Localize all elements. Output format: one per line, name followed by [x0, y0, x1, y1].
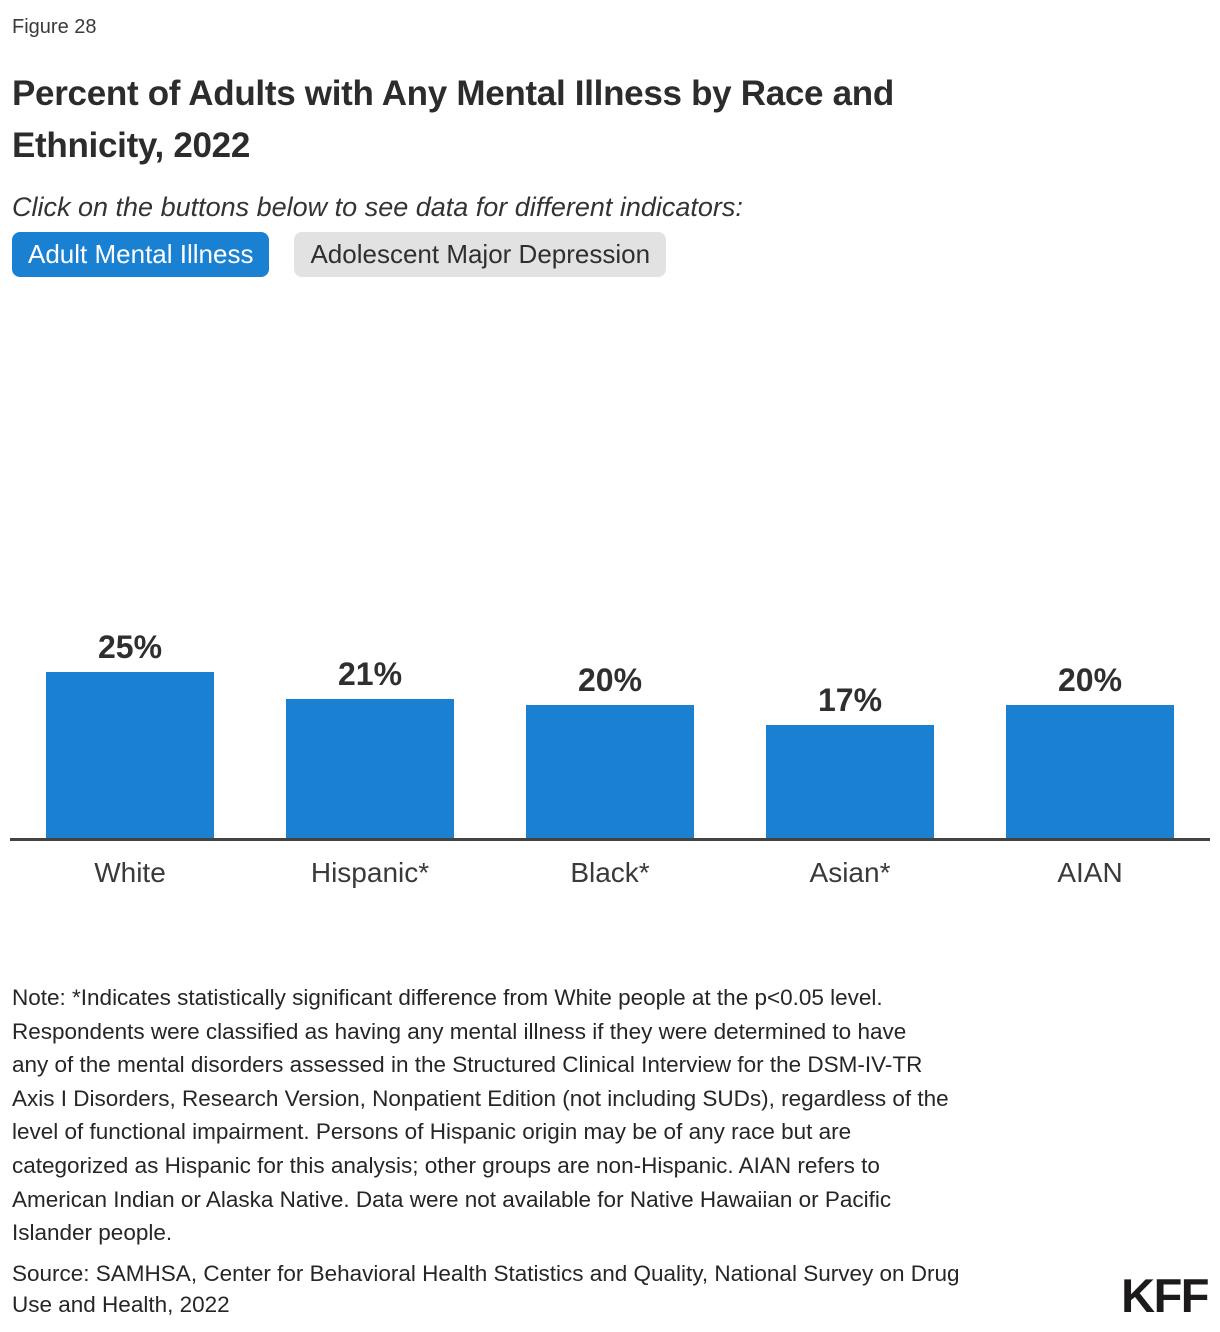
bar-column-hispanic: 21% — [250, 658, 490, 838]
bar-black[interactable] — [526, 705, 694, 838]
figure-label: Figure 28 — [12, 16, 97, 38]
x-axis-label-black: Black* — [570, 857, 650, 888]
bar-white[interactable] — [46, 672, 214, 838]
note-text: Note: *Indicates statistically significa… — [12, 985, 949, 1246]
x-axis-label-hispanic: Hispanic* — [310, 857, 430, 888]
bar-column-asian: 17% — [730, 684, 970, 838]
x-axis-label-white: White — [94, 857, 166, 888]
x-axis-labels: White Hispanic* Black* Asian* AIAN — [10, 841, 1210, 889]
source-text: Source: SAMHSA, Center for Behavioral He… — [12, 1260, 960, 1318]
page-title: Percent of Adults with Any Mental Illnes… — [12, 74, 894, 165]
bar-value-label: 20% — [577, 662, 643, 698]
bar-hispanic[interactable] — [286, 699, 454, 838]
bar-column-black: 20% — [490, 664, 730, 838]
indicator-button-group: Adult Mental Illness Adolescent Major Dep… — [12, 232, 1208, 277]
bar-value-label: 25% — [97, 629, 163, 665]
x-axis-line — [10, 838, 1210, 841]
bar-value-label: 20% — [1057, 662, 1123, 698]
chart-plot-area: 25% 21% 20% 17% 20% — [10, 622, 1210, 838]
instruction-text: Click on the buttons below to see data f… — [12, 192, 743, 222]
bar-aian[interactable] — [1006, 705, 1174, 838]
bar-value-label: 21% — [337, 656, 403, 692]
indicator-button-adult-mental-illness[interactable]: Adult Mental Illness — [12, 232, 270, 277]
bar-column-aian: 20% — [970, 664, 1210, 838]
bar-column-white: 25% — [10, 631, 250, 838]
indicator-button-adolescent-major-depression[interactable]: Adolescent Major Depression — [294, 232, 667, 277]
kff-logo: KFF — [1121, 1268, 1209, 1322]
bar-chart: 25% 21% 20% 17% 20% White Hispanic* Black* Asia… — [10, 622, 1210, 889]
bar-value-label: 17% — [817, 682, 883, 718]
footer: Source: SAMHSA, Center for Behavioral He… — [12, 1258, 1209, 1322]
x-axis-label-asian: Asian* — [809, 857, 891, 888]
x-axis-label-aian: AIAN — [1057, 857, 1123, 888]
bar-asian[interactable] — [766, 725, 934, 838]
